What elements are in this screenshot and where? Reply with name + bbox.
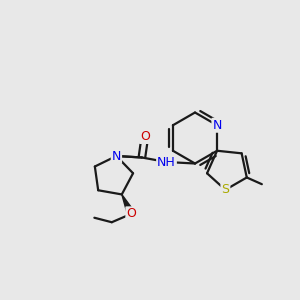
Polygon shape [122,194,135,215]
Text: O: O [126,207,136,220]
Text: N: N [212,119,222,132]
Text: O: O [140,130,150,143]
Text: N: N [112,149,121,163]
Text: S: S [221,183,230,196]
Text: NH: NH [157,155,176,169]
